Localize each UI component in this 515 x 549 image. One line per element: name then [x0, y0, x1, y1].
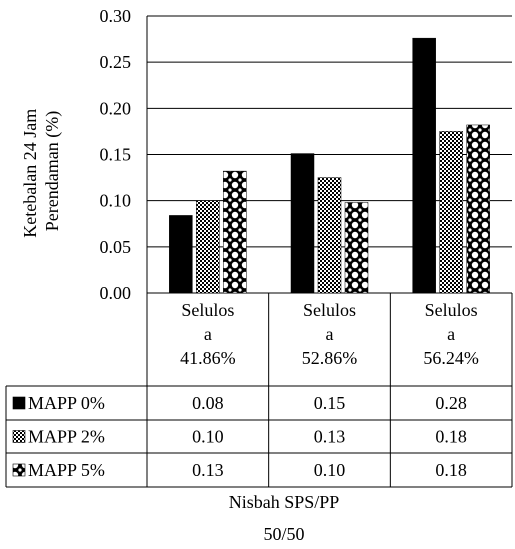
category-label: 52.86% — [302, 348, 358, 368]
legend-key — [12, 430, 26, 443]
y-axis-ticks: 0.00 0.05 0.10 0.15 0.20 0.25 0.30 — [100, 6, 132, 303]
category-label: Selulos — [303, 300, 356, 320]
x-axis-label-line-1: Nisbah SPS/PP — [229, 492, 340, 512]
bar-mapp-0- — [290, 153, 315, 294]
category-label: a — [447, 324, 455, 344]
y-tick-label: 0.25 — [100, 52, 132, 72]
legend-label: MAPP 2% — [28, 427, 105, 447]
y-tick-label: 0.05 — [100, 237, 132, 257]
y-axis-label-line-1: Ketebalan 24 Jam — [20, 109, 40, 238]
bar-mapp-5- — [466, 124, 490, 294]
bar-mapp-2- — [317, 177, 342, 294]
data-table: Selulos a 41.86% Selulos a 52.86% Selulos a 56.2… — [5, 293, 513, 488]
bars — [169, 37, 490, 294]
category-label: 56.24% — [423, 348, 479, 368]
table-value: 0.28 — [435, 393, 467, 413]
bar-mapp-0- — [169, 215, 193, 294]
table-value: 0.18 — [435, 460, 467, 480]
bar-mapp-5- — [223, 170, 247, 294]
y-axis-label-line-2: Perendaman (%) — [42, 111, 63, 231]
table-value: 0.10 — [314, 460, 346, 480]
table-value: 0.15 — [314, 393, 346, 413]
y-tick-label: 0.10 — [100, 191, 132, 211]
bar-mapp-2- — [196, 200, 220, 294]
table-value: 0.18 — [435, 427, 467, 447]
bar-mapp-2- — [439, 131, 463, 294]
table-value: 0.08 — [192, 393, 224, 413]
legend-label: MAPP 0% — [28, 393, 105, 413]
category-label: Selulos — [181, 300, 234, 320]
legend-key — [12, 396, 26, 410]
y-tick-label: 0.15 — [100, 145, 132, 165]
legend-key — [12, 463, 26, 477]
category-label: Selulos — [425, 300, 478, 320]
y-tick-label: 0.00 — [100, 283, 132, 303]
category-label: 41.86% — [180, 348, 236, 368]
y-tick-label: 0.20 — [100, 98, 132, 118]
y-tick-label: 0.30 — [100, 6, 132, 26]
y-axis-label: Ketebalan 24 Jam Perendaman (%) — [20, 104, 63, 237]
bar-mapp-0- — [412, 37, 436, 294]
x-axis-label-line-2: 50/50 — [263, 524, 304, 544]
category-label: a — [326, 324, 334, 344]
legend-label: MAPP 5% — [28, 460, 105, 480]
table-value: 0.13 — [192, 460, 224, 480]
table-value: 0.10 — [192, 427, 224, 447]
bar-mapp-5- — [344, 202, 369, 294]
category-label: a — [204, 324, 212, 344]
table-value: 0.13 — [314, 427, 346, 447]
